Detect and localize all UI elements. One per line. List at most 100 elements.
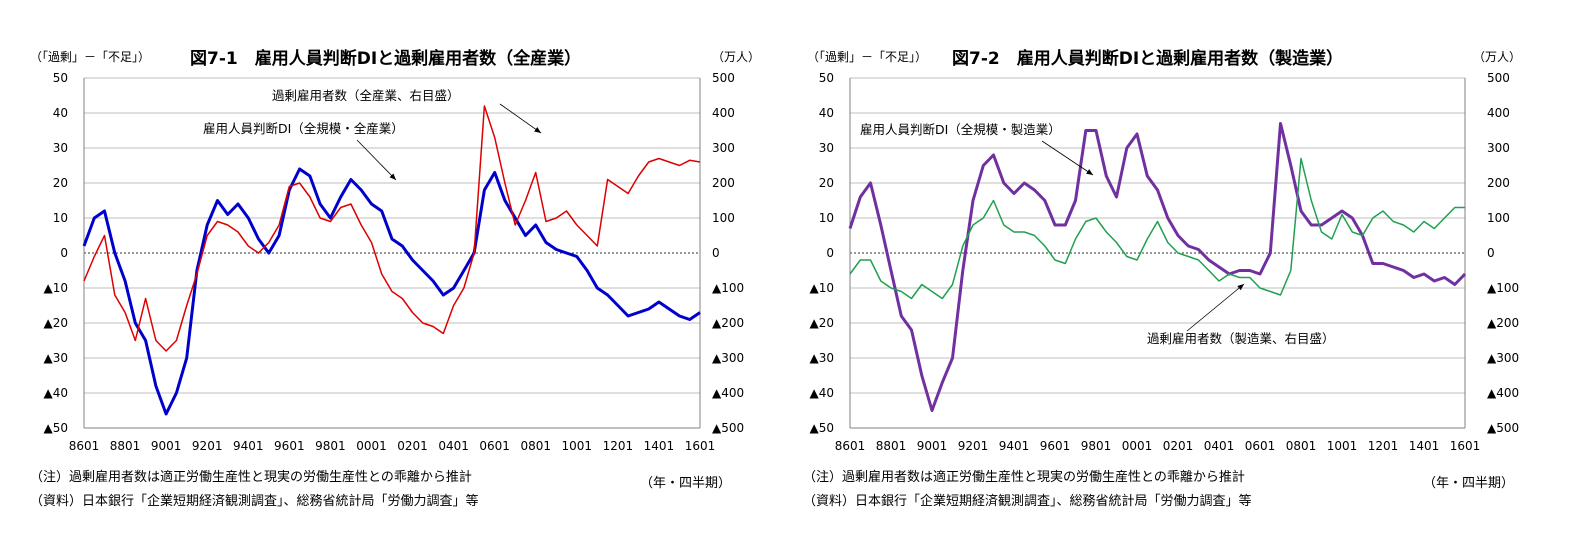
- y2-tick-label: 500: [1487, 71, 1510, 85]
- x-tick-label: 0801: [520, 439, 551, 453]
- chart-source: （資料）日本銀行「企業短期経済観測調査」、総務省統計局「労働力調査」等: [803, 494, 1252, 509]
- y2-tick-label: 300: [1487, 141, 1510, 155]
- y2-tick-label: 300: [712, 141, 735, 155]
- y-tick-label: 20: [819, 176, 834, 190]
- y-tick-label: ▲10: [44, 281, 69, 295]
- y2-tick-label: 100: [1487, 211, 1510, 225]
- y-tick-label: 0: [826, 246, 834, 260]
- x-tick-label: 1201: [603, 439, 634, 453]
- x-tick-label: 0201: [397, 439, 428, 453]
- x-tick-label: 1601: [1450, 439, 1481, 453]
- annotation-leader: [499, 103, 542, 134]
- right-axis-unit-label: （万人）: [1473, 50, 1522, 64]
- x-tick-label: 8801: [110, 439, 141, 453]
- x-tick-label: 9801: [1081, 439, 1112, 453]
- x-tick-label: 0401: [1204, 439, 1235, 453]
- x-axis-unit-label: （年・四半期）: [1423, 476, 1515, 491]
- y-tick-label: 10: [819, 211, 834, 225]
- x-tick-label: 1001: [562, 439, 593, 453]
- y2-tick-label: ▲500: [1487, 421, 1519, 435]
- y2-tick-label: ▲400: [712, 386, 744, 400]
- y-tick-label: 50: [53, 71, 68, 85]
- chart-plot-area: 50 500 40 400 30 300 20 200 10 100 0 0 ▲10 ▲100 ▲20 ▲20…: [810, 71, 1520, 453]
- y2-tick-label: 0: [1487, 246, 1495, 260]
- y-tick-label: ▲30: [810, 351, 835, 365]
- x-tick-label: 9801: [315, 439, 346, 453]
- x-tick-label: 8601: [835, 439, 866, 453]
- annotation-label: 過剰雇用者数（全産業、右目盛）: [272, 88, 460, 103]
- chart-note: （注）過剰雇用者数は適正労働生産性と現実の労働生産性との乖離から推計: [30, 470, 472, 485]
- series-line-excess-employees: [849, 157, 1465, 300]
- y2-tick-label: 500: [712, 71, 735, 85]
- y2-tick-label: ▲400: [1487, 386, 1519, 400]
- right-axis-unit-label: （万人）: [712, 50, 761, 64]
- y2-tick-label: ▲200: [1487, 316, 1519, 330]
- x-tick-label: 9401: [233, 439, 264, 453]
- y2-tick-label: ▲300: [712, 351, 744, 365]
- left-axis-unit-label: （「過剰」－「不足」）: [30, 50, 151, 64]
- x-tick-label: 9201: [958, 439, 989, 453]
- annotation-arrowhead: [1086, 169, 1093, 175]
- x-tick-label: 0401: [438, 439, 469, 453]
- y-tick-label: ▲20: [810, 316, 835, 330]
- x-tick-label: 9001: [917, 439, 948, 453]
- y-tick-label: ▲30: [44, 351, 69, 365]
- y2-tick-label: ▲500: [712, 421, 744, 435]
- annotation-label: 雇用人員判断DI（全規模・全産業）: [203, 121, 404, 136]
- x-tick-label: 1001: [1327, 439, 1358, 453]
- annotation-arrowhead: [534, 127, 541, 133]
- y2-tick-label: ▲100: [712, 281, 744, 295]
- annotation-leader: [1186, 283, 1245, 332]
- y2-tick-label: ▲300: [1487, 351, 1519, 365]
- y-tick-label: ▲40: [44, 386, 69, 400]
- y-tick-label: ▲50: [810, 421, 835, 435]
- x-tick-label: 9201: [192, 439, 223, 453]
- y2-tick-label: 200: [1487, 176, 1510, 190]
- annotation-arrowhead: [389, 173, 396, 180]
- x-tick-label: 0001: [1122, 439, 1153, 453]
- chart-source: （資料）日本銀行「企業短期経済観測調査」、総務省統計局「労働力調査」等: [30, 494, 479, 509]
- y-tick-label: 30: [53, 141, 68, 155]
- y-tick-label: ▲20: [44, 316, 69, 330]
- series-line-excess-employees: [83, 105, 701, 352]
- y2-tick-label: 0: [712, 246, 720, 260]
- y-tick-label: ▲40: [810, 386, 835, 400]
- y-tick-label: ▲10: [810, 281, 835, 295]
- y2-tick-label: 400: [1487, 106, 1510, 120]
- annotation-label: 過剰雇用者数（製造業、右目盛）: [1147, 331, 1335, 346]
- x-tick-label: 0801: [1286, 439, 1317, 453]
- chart-panel-manufacturing: （「過剰」－「不足」） 図7-2 雇用人員判断DIと過剰雇用者数（製造業） （万…: [787, 0, 1574, 538]
- series-line-di: [82, 167, 701, 416]
- series-line-di: [848, 122, 1467, 412]
- x-tick-label: 1401: [1409, 439, 1440, 453]
- y2-tick-label: ▲200: [712, 316, 744, 330]
- y-tick-label: 20: [53, 176, 68, 190]
- x-tick-label: 9601: [1040, 439, 1071, 453]
- x-tick-label: 8601: [69, 439, 100, 453]
- annotation-leader: [1041, 140, 1094, 176]
- y-tick-label: 30: [819, 141, 834, 155]
- x-tick-label: 8801: [876, 439, 907, 453]
- x-tick-label: 9601: [274, 439, 305, 453]
- chart-title: 図7-2 雇用人員判断DIと過剰雇用者数（製造業）: [952, 49, 1344, 69]
- y-tick-label: 10: [53, 211, 68, 225]
- y-tick-label: 40: [53, 106, 68, 120]
- y2-tick-label: 100: [712, 211, 735, 225]
- y-tick-label: 50: [819, 71, 834, 85]
- y-tick-label: 40: [819, 106, 834, 120]
- x-tick-label: 1401: [644, 439, 675, 453]
- annotation-leader: [356, 139, 397, 181]
- annotation-label: 雇用人員判断DI（全規模・製造業）: [860, 122, 1061, 137]
- chart-note: （注）過剰雇用者数は適正労働生産性と現実の労働生産性との乖離から推計: [803, 470, 1245, 485]
- x-tick-label: 0001: [356, 439, 387, 453]
- x-tick-label: 9001: [151, 439, 182, 453]
- x-tick-label: 1201: [1368, 439, 1399, 453]
- x-tick-label: 0201: [1163, 439, 1194, 453]
- y-tick-label: 0: [60, 246, 68, 260]
- left-axis-unit-label: （「過剰」－「不足」）: [807, 50, 928, 64]
- chart-title: 図7-1 雇用人員判断DIと過剰雇用者数（全産業）: [190, 49, 582, 69]
- x-tick-label: 1601: [685, 439, 716, 453]
- y2-tick-label: ▲100: [1487, 281, 1519, 295]
- chart-panel-all-industries: （「過剰」－「不足」） 図7-1 雇用人員判断DIと過剰雇用者数（全産業） （万…: [30, 49, 761, 509]
- y-tick-label: ▲50: [44, 421, 69, 435]
